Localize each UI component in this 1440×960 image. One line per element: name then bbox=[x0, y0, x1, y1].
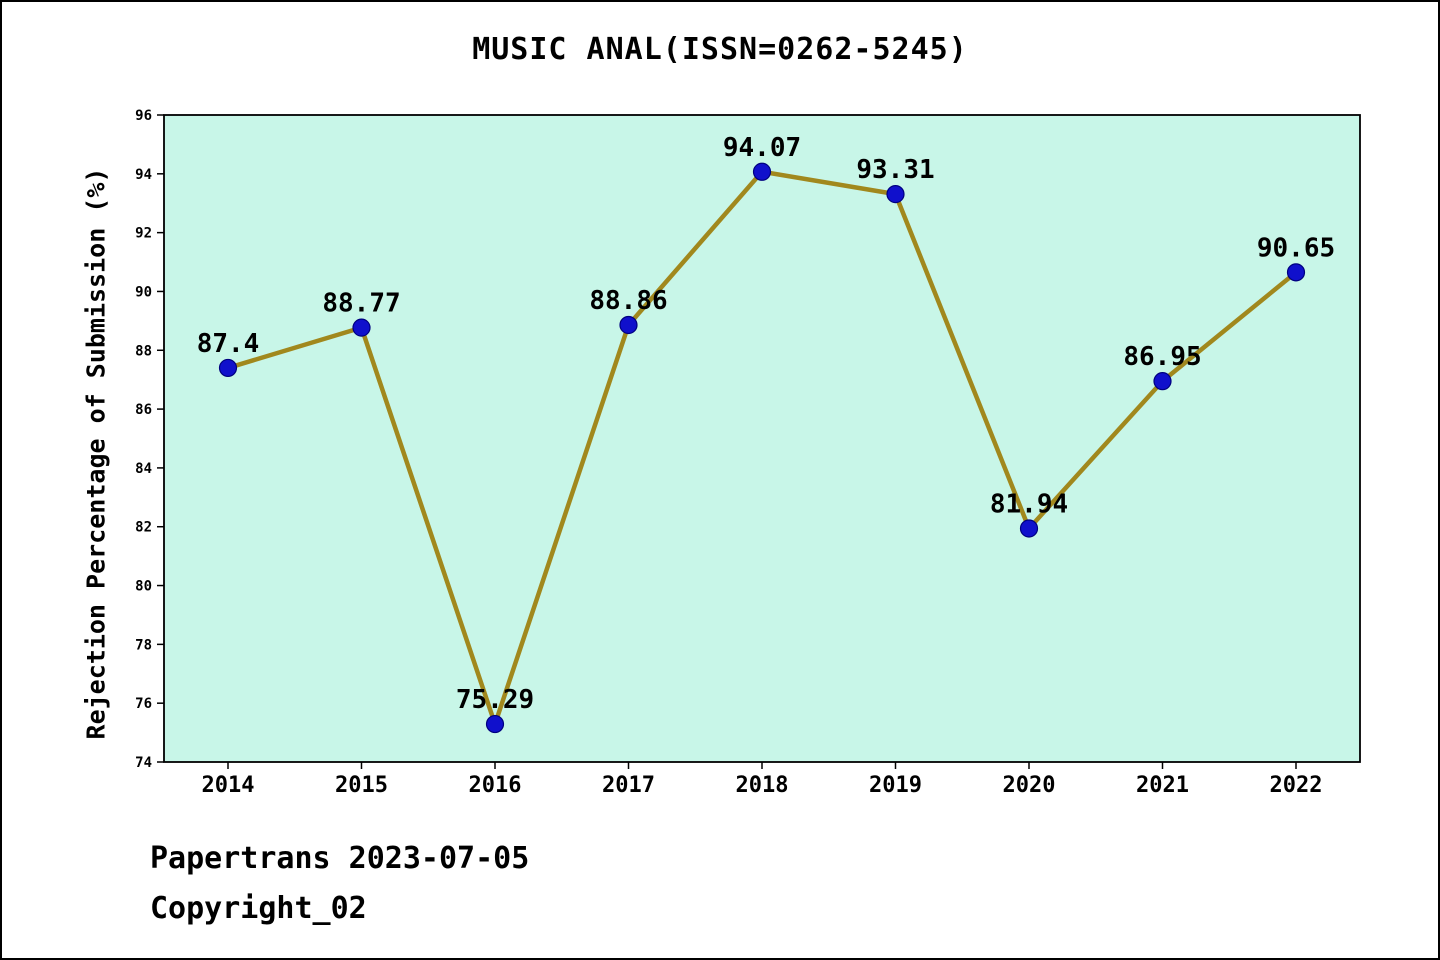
svg-text:86: 86 bbox=[135, 402, 152, 418]
chart-title: MUSIC ANAL(ISSN=0262-5245) bbox=[472, 32, 968, 67]
line-chart: 74 76 78 80 82 84 86 88 90 92 94 96 2014 2015 2016 2017… bbox=[135, 108, 1361, 798]
svg-text:2022: 2022 bbox=[1270, 773, 1323, 798]
value-label: 75.29 bbox=[456, 685, 534, 715]
footer-line-1: Papertrans 2023-07-05 bbox=[150, 841, 530, 876]
svg-text:2020: 2020 bbox=[1003, 773, 1056, 798]
value-labels: 87.4 88.77 75.29 88.86 94.07 93.31 81.94 86.95 9… bbox=[197, 133, 1335, 715]
svg-text:88: 88 bbox=[135, 343, 152, 359]
x-axis: 2014 2015 2016 2017 2018 2019 2020 2021 2022 bbox=[202, 762, 1323, 798]
svg-text:2014: 2014 bbox=[202, 773, 255, 798]
svg-text:94: 94 bbox=[135, 167, 152, 183]
data-point bbox=[352, 318, 371, 337]
footer-line-2: Copyright_02 bbox=[150, 891, 367, 926]
value-label: 88.77 bbox=[322, 289, 400, 319]
data-point bbox=[752, 162, 772, 181]
svg-text:2016: 2016 bbox=[469, 773, 522, 798]
data-point bbox=[1286, 263, 1306, 282]
value-label: 88.86 bbox=[589, 286, 667, 316]
value-label: 86.95 bbox=[1123, 342, 1201, 372]
svg-text:82: 82 bbox=[135, 520, 152, 536]
value-label: 81.94 bbox=[990, 489, 1068, 519]
value-label: 90.65 bbox=[1257, 233, 1335, 263]
value-label: 94.07 bbox=[723, 133, 801, 163]
data-point bbox=[886, 185, 905, 204]
svg-text:74: 74 bbox=[135, 755, 152, 771]
svg-text:96: 96 bbox=[135, 108, 152, 124]
svg-text:76: 76 bbox=[135, 696, 152, 712]
y-axis: 74 76 78 80 82 84 86 88 90 92 94 96 bbox=[135, 108, 164, 771]
data-point bbox=[1153, 372, 1172, 391]
data-point bbox=[218, 358, 238, 378]
data-point bbox=[619, 315, 638, 335]
plot-area bbox=[163, 114, 1361, 763]
svg-text:2015: 2015 bbox=[335, 773, 388, 798]
value-label: 87.4 bbox=[197, 329, 260, 359]
svg-text:90: 90 bbox=[135, 284, 152, 300]
svg-text:92: 92 bbox=[135, 226, 152, 242]
value-label: 93.31 bbox=[856, 155, 934, 185]
svg-text:2018: 2018 bbox=[736, 773, 789, 798]
svg-text:2019: 2019 bbox=[869, 773, 922, 798]
data-point bbox=[485, 714, 505, 734]
svg-text:80: 80 bbox=[135, 579, 152, 595]
svg-text:2021: 2021 bbox=[1136, 773, 1189, 798]
data-point bbox=[1019, 519, 1039, 538]
svg-text:2017: 2017 bbox=[602, 773, 655, 798]
chart-footer: Papertrans 2023-07-05 Copyright_02 bbox=[150, 834, 529, 934]
svg-text:78: 78 bbox=[135, 637, 152, 653]
svg-text:84: 84 bbox=[135, 461, 152, 477]
series-markers bbox=[218, 162, 1306, 734]
